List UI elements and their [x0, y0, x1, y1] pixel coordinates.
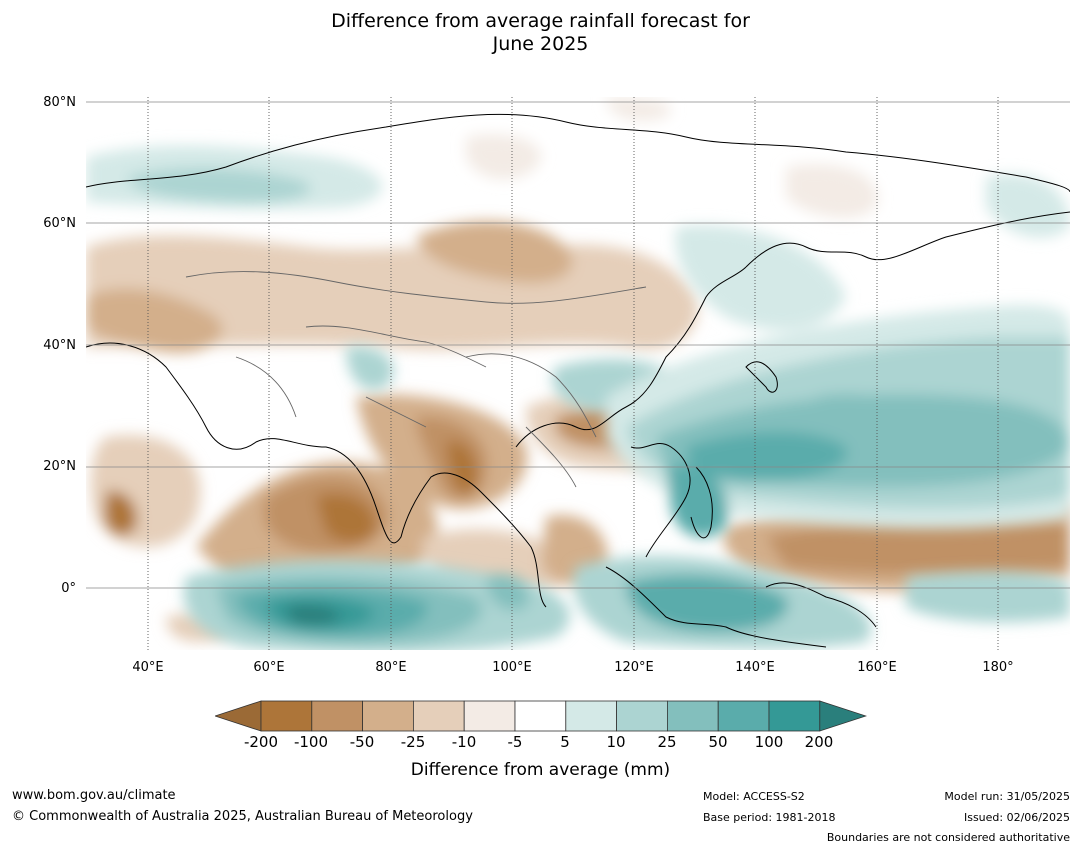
- title-line-1: Difference from average rainfall forecas…: [331, 10, 750, 32]
- colorbar-segment: [463, 700, 516, 732]
- model-text: Model: ACCESS-S2: [703, 790, 805, 803]
- lon-label-40e: 40°E: [132, 660, 164, 675]
- colorbar-tick: -200: [243, 733, 279, 751]
- colorbar-tick: -25: [400, 733, 426, 751]
- chart-title: Difference from average rainfall forecas…: [0, 10, 1081, 56]
- colorbar-segment: [768, 700, 821, 732]
- base-period-text: Base period: 1981-2018: [703, 811, 836, 824]
- lon-label-140e: 140°E: [735, 660, 775, 675]
- colorbar-tick: 50: [708, 733, 728, 751]
- coastlines: [86, 113, 1070, 648]
- lon-label-160e: 160°E: [857, 660, 897, 675]
- lon-label-180: 180°: [982, 660, 1014, 675]
- lat-label-60n: 60°N: [43, 216, 76, 231]
- lon-label-60e: 60°E: [253, 660, 285, 675]
- colorbar-tick: -100: [293, 733, 329, 751]
- colorbar-arrow-high: [819, 700, 867, 732]
- lat-label-80n: 80°N: [43, 95, 76, 110]
- colorbar-tick: 100: [754, 733, 784, 751]
- colorbar-title: Difference from average (mm): [410, 760, 671, 780]
- colorbar-segment: [666, 700, 719, 732]
- colorbar-tick: 5: [560, 733, 570, 751]
- lon-label-80e: 80°E: [375, 660, 407, 675]
- colorbar-segment: [717, 700, 770, 732]
- colorbar-tick: -10: [451, 733, 477, 751]
- lon-label-100e: 100°E: [492, 660, 532, 675]
- website-link[interactable]: www.bom.gov.au/climate: [12, 788, 176, 803]
- colorbar-tick: 200: [804, 733, 834, 751]
- country-boundaries: [185, 271, 647, 488]
- colorbar-segment: [616, 700, 668, 732]
- lat-label-20n: 20°N: [43, 459, 76, 474]
- title-line-2: June 2025: [492, 33, 589, 55]
- colorbar-tick: 10: [606, 733, 626, 751]
- lat-label-40n: 40°N: [43, 338, 76, 353]
- colorbar-segment: [565, 700, 617, 732]
- lon-label-120e: 120°E: [614, 660, 654, 675]
- colorbar: [215, 700, 867, 732]
- colorbar-tick: -5: [507, 733, 523, 751]
- disclaimer-text: Boundaries are not considered authoritat…: [826, 831, 1070, 844]
- longitude-gridlines: [147, 97, 999, 650]
- colorbar-arrow-low: [215, 700, 262, 732]
- model-run-text: Model run: 31/05/2025: [944, 790, 1070, 803]
- colorbar-segment: [514, 700, 567, 732]
- colorbar-segment: [311, 700, 364, 732]
- colorbar-tick: -50: [349, 733, 375, 751]
- colorbar-tick: 25: [657, 733, 677, 751]
- latitude-gridlines: [86, 101, 1070, 589]
- copyright-text: © Commonwealth of Australia 2025, Austra…: [12, 809, 473, 824]
- colorbar-segment: [362, 700, 414, 732]
- rainfall-anomaly-map: [86, 97, 1070, 650]
- colorbar-segment: [260, 700, 313, 732]
- colorbar-segment: [412, 700, 465, 732]
- lat-label-0: 0°: [61, 581, 76, 596]
- issued-text: Issued: 02/06/2025: [963, 811, 1070, 824]
